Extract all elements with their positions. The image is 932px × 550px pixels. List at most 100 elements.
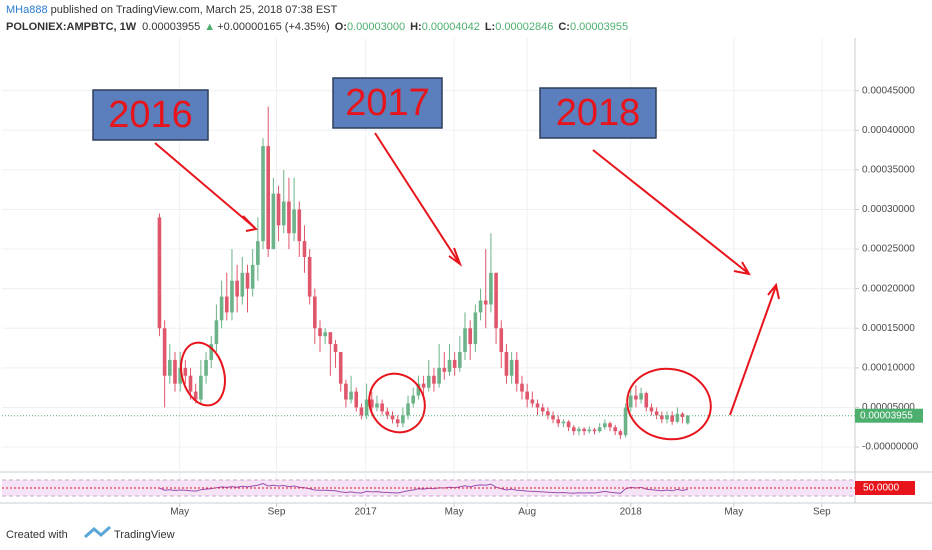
candle-body [199, 375, 203, 400]
y-tick-label: 0.00005000 [862, 402, 915, 413]
candle-body [628, 395, 633, 408]
author[interactable]: MHa888 [6, 4, 48, 16]
candle-body [499, 328, 504, 353]
candle-body [421, 383, 426, 388]
candle-body [473, 312, 478, 345]
candle-body [416, 383, 421, 396]
change-arrow: ▲ [204, 21, 215, 33]
candle-body [168, 359, 172, 376]
candle-body [354, 391, 359, 408]
candle-body [447, 359, 452, 372]
candle-body [670, 415, 674, 422]
candle-body [675, 413, 680, 422]
candle-body [509, 359, 514, 376]
price: 0.00003955 [142, 21, 200, 33]
candle-body [515, 359, 519, 384]
candle-body [328, 332, 333, 345]
candle-body [209, 344, 214, 360]
candle-body [520, 383, 524, 392]
candle-body [463, 328, 467, 353]
ohlc-value: 0.00003955 [570, 21, 628, 33]
candle-body [582, 428, 586, 432]
candle-body [359, 407, 364, 416]
note-box [92, 89, 209, 141]
candle-body [587, 429, 592, 432]
candle-body [426, 375, 431, 388]
ohlc-value: 0.00004042 [422, 21, 480, 33]
ohlc-value: 0.00003000 [347, 21, 405, 33]
candle-body [375, 403, 379, 408]
candle-body [214, 320, 219, 345]
arrow [592, 149, 749, 274]
header-line-1: MHa888 published on TradingView.com, Mar… [6, 4, 338, 16]
candle-body [385, 411, 390, 416]
candle-body [561, 421, 566, 424]
y-tick-label: 0.00010000 [862, 362, 915, 373]
ohlc-value: 0.00002846 [495, 21, 553, 33]
candle-body [634, 395, 638, 400]
x-tick-label: Aug [518, 507, 536, 518]
candle-body [401, 415, 405, 424]
rsi-level-label: 50.0000 [863, 483, 900, 494]
arrow [154, 142, 256, 229]
candle-body [307, 256, 312, 297]
x-tick-label: Sep [813, 507, 831, 518]
candle-body [178, 367, 182, 384]
candle-body [551, 415, 555, 420]
ohlc-label: C: [558, 21, 570, 33]
candle-body [483, 300, 488, 305]
candle-body [494, 272, 498, 329]
header-line-2: POLONIEX:AMPBTC, 1W 0.00003955 ▲ +0.0000016… [6, 21, 628, 33]
candle-body [458, 352, 462, 368]
candle-body [597, 427, 602, 432]
candle-body [297, 209, 302, 242]
candle-body [571, 427, 576, 432]
candle-body [204, 359, 208, 376]
arrow-head [733, 261, 751, 276]
candle-body [644, 393, 649, 408]
note-box [539, 87, 657, 139]
candle-body [395, 419, 400, 424]
circle [180, 341, 226, 407]
candle-body [406, 403, 410, 416]
price-label-box [855, 408, 923, 423]
candle-body [613, 427, 618, 432]
candle-body [546, 411, 550, 416]
candle-body [183, 367, 188, 376]
candle-body [639, 393, 643, 400]
candle-body [525, 391, 529, 400]
candle-body [608, 423, 612, 428]
candle-body [654, 411, 659, 416]
candle-body [390, 415, 395, 420]
candle-body [323, 332, 327, 337]
note-boxes: 2016 2017 2018 [92, 77, 657, 141]
footer-brand[interactable]: TradingView [114, 529, 175, 541]
x-tick-label: May [170, 507, 189, 518]
x-tick-label: May [445, 507, 464, 518]
ohlc-label: L: [485, 21, 495, 33]
logo [84, 525, 111, 539]
candle-body [318, 328, 322, 337]
published: published on TradingView.com, March 25, … [48, 4, 338, 16]
candle-body [649, 407, 654, 412]
ohlc-label: H: [410, 21, 422, 33]
candle-body [224, 296, 229, 313]
candle-body [271, 193, 276, 250]
candle-body [287, 201, 291, 234]
candle-body [660, 415, 664, 420]
y-tick-label: 0.00020000 [862, 283, 915, 294]
annotations [154, 132, 780, 441]
x-tick-label: Sep [268, 507, 286, 518]
y-tick-label: -0.00000000 [862, 442, 919, 453]
candle-body [618, 431, 623, 436]
candle-body [292, 209, 296, 234]
candle-body [432, 375, 436, 384]
candle-body [338, 352, 343, 384]
candle-body [577, 428, 581, 432]
candle-body [530, 399, 535, 404]
candle-body [437, 367, 441, 384]
candle-body [302, 241, 307, 257]
